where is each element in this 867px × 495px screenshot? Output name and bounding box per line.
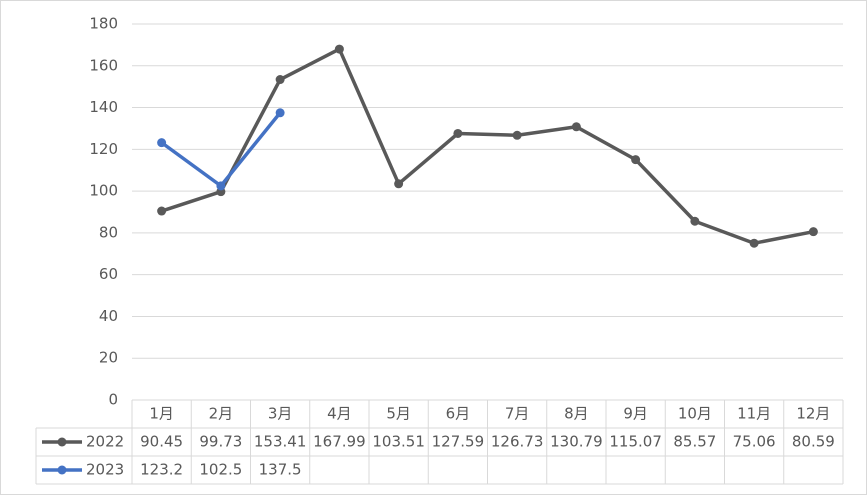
table-value: 153.41	[254, 433, 307, 451]
marker	[571, 122, 581, 132]
table-value: 123.2	[140, 461, 183, 479]
legend-marker	[57, 465, 67, 475]
table-value: 126.73	[491, 433, 544, 451]
x-tick-label: 5月	[386, 405, 411, 423]
y-tick-label: 40	[99, 307, 118, 325]
marker	[749, 238, 759, 248]
y-tick-label: 120	[89, 140, 118, 158]
table-value: 99.73	[199, 433, 242, 451]
table-value: 167.99	[313, 433, 366, 451]
x-tick-label: 9月	[623, 405, 648, 423]
table-value: 115.07	[609, 433, 662, 451]
y-tick-label: 80	[99, 223, 118, 241]
marker	[808, 227, 818, 237]
marker	[453, 128, 463, 138]
marker	[216, 181, 226, 191]
y-tick-label: 60	[99, 265, 118, 283]
legend-label: 2022	[86, 433, 124, 451]
y-tick-label: 140	[89, 98, 118, 116]
y-tick-label: 180	[89, 15, 118, 33]
y-tick-label: 160	[89, 56, 118, 74]
table-value: 137.5	[259, 461, 302, 479]
marker	[334, 44, 344, 54]
marker	[690, 216, 700, 226]
x-tick-label: 7月	[505, 405, 530, 423]
y-tick-label: 20	[99, 349, 118, 367]
marker	[157, 206, 167, 216]
marker	[275, 108, 285, 118]
x-tick-label: 11月	[737, 405, 771, 423]
marker	[394, 179, 404, 189]
table-value: 103.51	[372, 433, 425, 451]
table-value: 90.45	[140, 433, 183, 451]
series-line	[161, 47, 814, 245]
table-value: 75.06	[733, 433, 776, 451]
table-value: 102.5	[199, 461, 242, 479]
x-tick-label: 8月	[564, 405, 589, 423]
y-tick-label: 0	[108, 391, 118, 409]
table-value: 127.59	[432, 433, 485, 451]
legend-label: 2023	[86, 461, 124, 479]
legend-marker	[57, 437, 67, 447]
table-value: 80.59	[792, 433, 835, 451]
x-tick-label: 6月	[446, 405, 471, 423]
table-value: 85.57	[673, 433, 716, 451]
marker	[275, 75, 285, 85]
table-value: 130.79	[550, 433, 603, 451]
y-tick-label: 100	[89, 182, 118, 200]
marker	[631, 155, 641, 165]
x-tick-label: 4月	[327, 405, 352, 423]
x-tick-label: 12月	[796, 405, 830, 423]
x-tick-label: 3月	[268, 405, 293, 423]
x-tick-label: 10月	[678, 405, 712, 423]
marker	[512, 130, 522, 140]
marker	[157, 138, 167, 148]
x-tick-label: 2月	[209, 405, 234, 423]
x-tick-label: 1月	[149, 405, 174, 423]
